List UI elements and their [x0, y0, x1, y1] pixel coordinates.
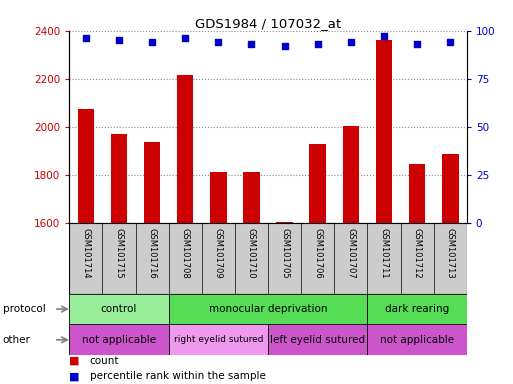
Point — [247, 41, 255, 47]
FancyBboxPatch shape — [268, 324, 367, 355]
Text: GSM101715: GSM101715 — [114, 228, 124, 279]
Title: GDS1984 / 107032_at: GDS1984 / 107032_at — [195, 17, 341, 30]
Point — [446, 39, 455, 45]
Text: GSM101710: GSM101710 — [247, 228, 256, 279]
Text: GSM101716: GSM101716 — [148, 228, 156, 279]
Text: left eyelid sutured: left eyelid sutured — [270, 335, 365, 345]
Text: GSM101709: GSM101709 — [214, 228, 223, 279]
Text: ■: ■ — [69, 356, 83, 366]
Text: percentile rank within the sample: percentile rank within the sample — [90, 371, 266, 381]
Bar — [442, 154, 459, 223]
Text: protocol: protocol — [3, 304, 45, 314]
Text: count: count — [90, 356, 120, 366]
Bar — [177, 75, 193, 223]
Bar — [343, 126, 359, 223]
Point — [148, 39, 156, 45]
Text: GSM101707: GSM101707 — [346, 228, 356, 279]
Point — [281, 43, 289, 49]
Point — [380, 33, 388, 40]
Text: GSM101705: GSM101705 — [280, 228, 289, 279]
Bar — [277, 222, 293, 223]
Bar — [144, 142, 161, 223]
Text: not applicable: not applicable — [380, 335, 454, 345]
Text: control: control — [101, 304, 137, 314]
Text: GSM101708: GSM101708 — [181, 228, 190, 279]
Text: GSM101706: GSM101706 — [313, 228, 322, 279]
Text: ■: ■ — [69, 371, 83, 381]
Point — [413, 41, 421, 47]
Point — [214, 39, 223, 45]
Point — [181, 35, 189, 41]
Bar — [243, 172, 260, 223]
Point — [313, 41, 322, 47]
Text: GSM101713: GSM101713 — [446, 228, 455, 279]
Bar — [77, 109, 94, 223]
FancyBboxPatch shape — [169, 324, 268, 355]
Point — [82, 35, 90, 41]
Text: monocular deprivation: monocular deprivation — [209, 304, 327, 314]
FancyBboxPatch shape — [69, 223, 467, 294]
FancyBboxPatch shape — [69, 294, 169, 324]
FancyBboxPatch shape — [69, 324, 169, 355]
Bar — [309, 144, 326, 223]
Text: other: other — [3, 335, 30, 345]
Text: dark rearing: dark rearing — [385, 304, 449, 314]
Text: GSM101711: GSM101711 — [380, 228, 388, 279]
Bar — [111, 134, 127, 223]
Bar — [376, 40, 392, 223]
Bar — [409, 164, 425, 223]
FancyBboxPatch shape — [169, 294, 367, 324]
FancyBboxPatch shape — [367, 294, 467, 324]
Text: right eyelid sutured: right eyelid sutured — [173, 335, 263, 344]
Text: not applicable: not applicable — [82, 335, 156, 345]
FancyBboxPatch shape — [367, 324, 467, 355]
Text: GSM101714: GSM101714 — [82, 228, 90, 279]
Text: GSM101712: GSM101712 — [412, 228, 422, 279]
Bar — [210, 172, 227, 223]
Point — [347, 39, 355, 45]
Point — [115, 37, 123, 43]
